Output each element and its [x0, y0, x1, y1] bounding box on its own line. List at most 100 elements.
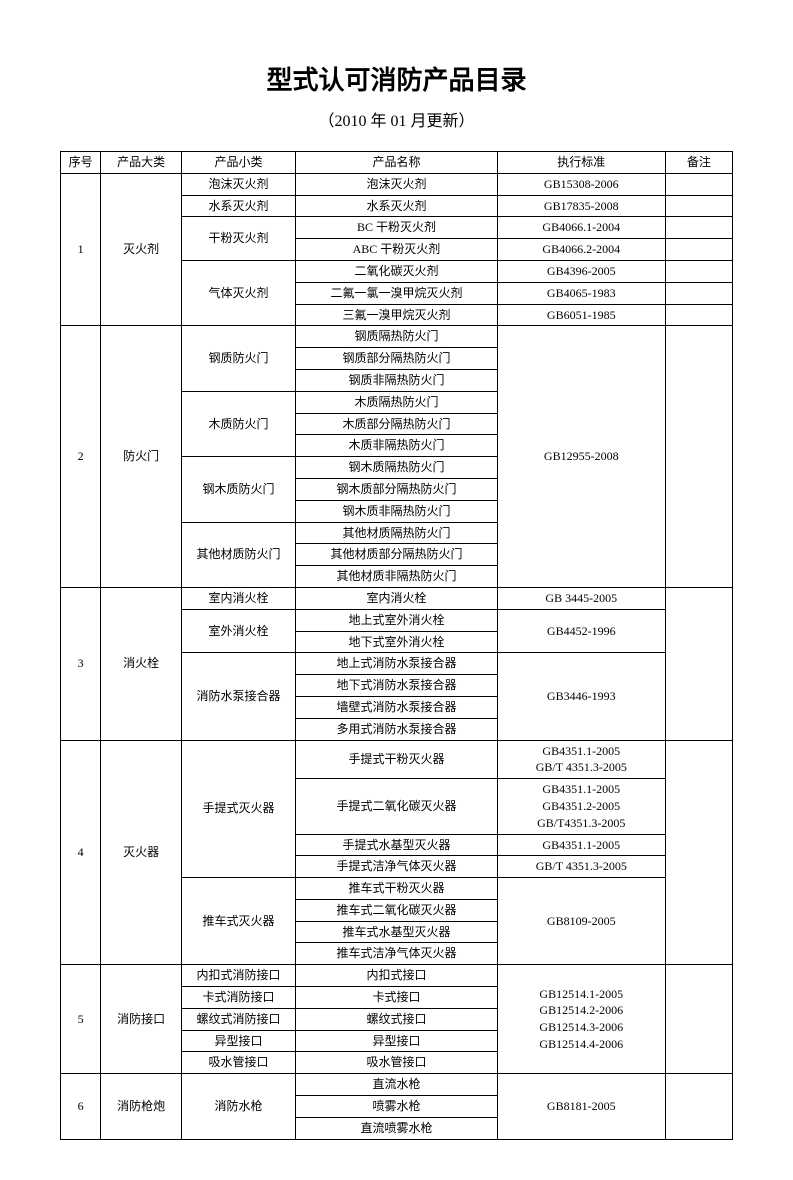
cell-sub: 泡沫灭火剂 — [181, 173, 295, 195]
cell-name: 直流喷雾水枪 — [296, 1117, 498, 1139]
cell-std: GB15308-2006 — [497, 173, 665, 195]
cell-name: 其他材质部分隔热防火门 — [296, 544, 498, 566]
cell-cat: 防火门 — [101, 326, 182, 588]
cell-std: GB12514.1-2005GB12514.2-2006GB12514.3-20… — [497, 965, 665, 1074]
cell-cat: 灭火剂 — [101, 173, 182, 326]
cell-name: 手提式干粉灭火器 — [296, 740, 498, 779]
cell-std: GB3446-1993 — [497, 653, 665, 740]
cell-std: GB8109-2005 — [497, 878, 665, 965]
cell-name: 地上式室外消火栓 — [296, 609, 498, 631]
table-row: 5消防接口内扣式消防接口内扣式接口GB12514.1-2005GB12514.2… — [61, 965, 733, 987]
table-row: 4灭火器手提式灭火器手提式干粉灭火器GB4351.1-2005GB/T 4351… — [61, 740, 733, 779]
cell-remark — [665, 965, 732, 1074]
cell-name: 木质部分隔热防火门 — [296, 413, 498, 435]
cell-std: GB4066.2-2004 — [497, 239, 665, 261]
cell-remark — [665, 239, 732, 261]
cell-name: 吸水管接口 — [296, 1052, 498, 1074]
cell-name: 地下式消防水泵接合器 — [296, 675, 498, 697]
cell-std: GB4452-1996 — [497, 609, 665, 653]
cell-name: 手提式洁净气体灭火器 — [296, 856, 498, 878]
cell-sub: 消防水泵接合器 — [181, 653, 295, 740]
cell-name: 手提式二氧化碳灭火器 — [296, 779, 498, 834]
cell-sub: 木质防火门 — [181, 391, 295, 456]
cell-name: 推车式干粉灭火器 — [296, 878, 498, 900]
cell-seq: 5 — [61, 965, 101, 1074]
cell-seq: 4 — [61, 740, 101, 965]
cell-name: 墙壁式消防水泵接合器 — [296, 696, 498, 718]
cell-remark — [665, 587, 732, 740]
cell-name: BC 干粉灭火剂 — [296, 217, 498, 239]
cell-sub: 消防水枪 — [181, 1074, 295, 1139]
cell-name: 水系灭火剂 — [296, 195, 498, 217]
cell-remark — [665, 740, 732, 965]
cell-name: 钢质部分隔热防火门 — [296, 348, 498, 370]
page-subtitle: （2010 年 01 月更新） — [60, 107, 733, 131]
cell-cat: 消防枪炮 — [101, 1074, 182, 1139]
cell-seq: 6 — [61, 1074, 101, 1139]
cell-std: GB4351.1-2005GB4351.2-2005GB/T4351.3-200… — [497, 779, 665, 834]
cell-cat: 消火栓 — [101, 587, 182, 740]
cell-sub: 螺纹式消防接口 — [181, 1008, 295, 1030]
cell-name: 卡式接口 — [296, 987, 498, 1009]
cell-remark — [665, 304, 732, 326]
cell-std: GB4065-1983 — [497, 282, 665, 304]
cell-remark — [665, 260, 732, 282]
cell-sub: 吸水管接口 — [181, 1052, 295, 1074]
cell-name: 地下式室外消火栓 — [296, 631, 498, 653]
cell-sub: 异型接口 — [181, 1030, 295, 1052]
cell-std: GB8181-2005 — [497, 1074, 665, 1139]
cell-seq: 1 — [61, 173, 101, 326]
col-remark: 备注 — [665, 152, 732, 174]
product-table: 序号 产品大类 产品小类 产品名称 执行标准 备注 1灭火剂泡沫灭火剂泡沫灭火剂… — [60, 151, 733, 1140]
cell-std: GB4351.1-2005GB/T 4351.3-2005 — [497, 740, 665, 779]
cell-name: 手提式水基型灭火器 — [296, 834, 498, 856]
cell-name: 钢质非隔热防火门 — [296, 369, 498, 391]
table-row: 6消防枪炮消防水枪直流水枪GB8181-2005 — [61, 1074, 733, 1096]
cell-sub: 室外消火栓 — [181, 609, 295, 653]
cell-name: 三氟一溴甲烷灭火剂 — [296, 304, 498, 326]
cell-sub: 气体灭火剂 — [181, 260, 295, 325]
cell-remark — [665, 1074, 732, 1139]
cell-seq: 3 — [61, 587, 101, 740]
cell-sub: 卡式消防接口 — [181, 987, 295, 1009]
cell-name: 钢木质隔热防火门 — [296, 457, 498, 479]
cell-name: 钢质隔热防火门 — [296, 326, 498, 348]
cell-std: GB4351.1-2005 — [497, 834, 665, 856]
cell-name: 内扣式接口 — [296, 965, 498, 987]
cell-name: 推车式洁净气体灭火器 — [296, 943, 498, 965]
table-row: 3消火栓室内消火栓室内消火栓GB 3445-2005 — [61, 587, 733, 609]
cell-std: GB/T 4351.3-2005 — [497, 856, 665, 878]
col-sub: 产品小类 — [181, 152, 295, 174]
cell-remark — [665, 326, 732, 588]
table-header-row: 序号 产品大类 产品小类 产品名称 执行标准 备注 — [61, 152, 733, 174]
cell-name: 二氧化碳灭火剂 — [296, 260, 498, 282]
col-cat: 产品大类 — [101, 152, 182, 174]
cell-name: 异型接口 — [296, 1030, 498, 1052]
cell-name: ABC 干粉灭火剂 — [296, 239, 498, 261]
cell-name: 直流水枪 — [296, 1074, 498, 1096]
table-row: 1灭火剂泡沫灭火剂泡沫灭火剂GB15308-2006 — [61, 173, 733, 195]
cell-name: 钢木质部分隔热防火门 — [296, 478, 498, 500]
cell-std: GB4066.1-2004 — [497, 217, 665, 239]
col-name: 产品名称 — [296, 152, 498, 174]
cell-remark — [665, 195, 732, 217]
cell-sub: 手提式灭火器 — [181, 740, 295, 878]
cell-std: GB17835-2008 — [497, 195, 665, 217]
cell-remark — [665, 217, 732, 239]
cell-name: 推车式水基型灭火器 — [296, 921, 498, 943]
cell-name: 木质隔热防火门 — [296, 391, 498, 413]
cell-name: 木质非隔热防火门 — [296, 435, 498, 457]
cell-sub: 钢质防火门 — [181, 326, 295, 391]
cell-name: 其他材质隔热防火门 — [296, 522, 498, 544]
cell-std: GB6051-1985 — [497, 304, 665, 326]
cell-name: 多用式消防水泵接合器 — [296, 718, 498, 740]
cell-sub: 其他材质防火门 — [181, 522, 295, 587]
table-row: 2防火门钢质防火门钢质隔热防火门GB12955-2008 — [61, 326, 733, 348]
cell-name: 二氟一氯一溴甲烷灭火剂 — [296, 282, 498, 304]
cell-std: GB4396-2005 — [497, 260, 665, 282]
cell-sub: 推车式灭火器 — [181, 878, 295, 965]
col-std: 执行标准 — [497, 152, 665, 174]
cell-remark — [665, 282, 732, 304]
cell-sub: 钢木质防火门 — [181, 457, 295, 522]
cell-name: 喷雾水枪 — [296, 1096, 498, 1118]
